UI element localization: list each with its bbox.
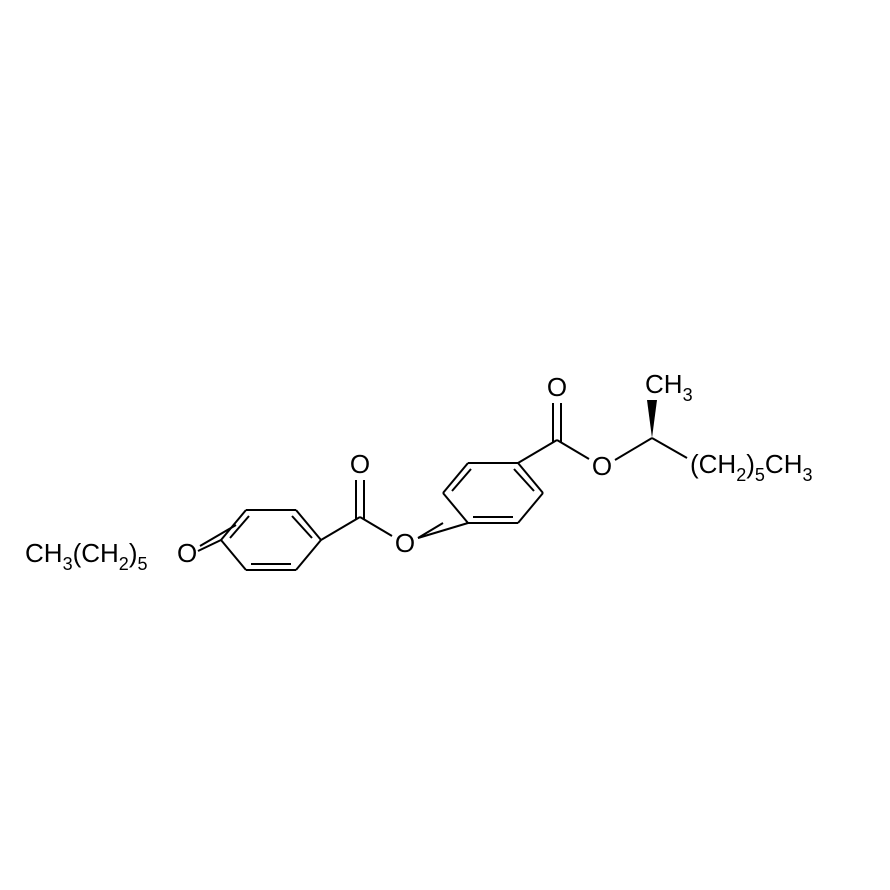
- methyl-up-label: CH3: [645, 369, 693, 405]
- carbonyl-oxygen-1: O: [350, 449, 370, 479]
- bond-O2-ring2: [418, 523, 443, 538]
- stereo-wedge: [647, 400, 657, 438]
- ester-oxygen-bridge: O: [395, 528, 415, 558]
- bond-ester1-O2: [360, 517, 392, 536]
- carbonyl-oxygen-2: O: [547, 372, 567, 402]
- left-alkyl-label: CH3(CH2)5: [25, 538, 148, 574]
- bond-stereo-chain: [652, 438, 687, 458]
- bond-O3-stereocenter: [615, 438, 652, 460]
- bond-ester2-O3: [557, 440, 589, 459]
- molecule-diagram: CH3(CH2)5 O O O: [0, 0, 890, 890]
- bond-O2-ring2-real: [418, 523, 468, 538]
- ether-oxygen-left: O: [177, 538, 197, 568]
- bond-ring1-ester1: [321, 517, 360, 540]
- ester-oxygen-right: O: [592, 451, 612, 481]
- benzene-ring-left: [221, 510, 321, 570]
- right-alkyl-label: (CH2)5CH3: [690, 449, 813, 485]
- bond-ring2-ester2: [518, 440, 557, 463]
- benzene-ring-right: [443, 463, 543, 523]
